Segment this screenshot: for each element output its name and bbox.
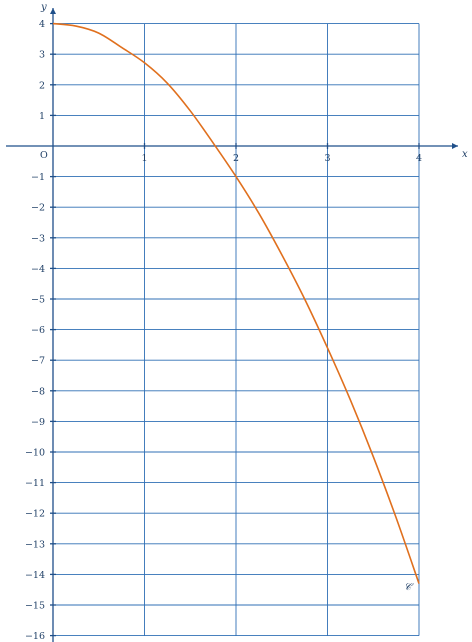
y-tick-label: −2	[31, 203, 45, 214]
y-tick-label: −12	[25, 509, 45, 520]
x-tick-label: 4	[416, 153, 422, 164]
x-tick-label: 2	[233, 153, 239, 164]
y-tick-label: −1	[31, 172, 45, 183]
x-tick-label: 1	[141, 153, 147, 164]
ticks: 1 2 3 4 4 3 2 1 −1 −2 −3 −4 −5 −6 −7 −8 −9 −10 −11 −12 −13 −1…	[25, 19, 422, 642]
y-tick-label: −15	[25, 601, 45, 612]
x-tick-label: 3	[324, 153, 330, 164]
x-axis-arrow	[452, 143, 458, 149]
axes	[6, 8, 458, 642]
y-tick-label: −7	[31, 356, 45, 367]
y-tick-label: −10	[25, 448, 45, 459]
curve-layer	[52, 22, 420, 584]
y-tick-label: −5	[31, 295, 45, 306]
y-tick-label: −4	[31, 264, 45, 275]
y-tick-label: −14	[25, 570, 45, 581]
y-tick-label: −9	[31, 417, 45, 428]
y-axis-label: y	[40, 2, 47, 13]
y-tick-label: −11	[25, 478, 45, 489]
y-tick-label: 2	[39, 80, 45, 91]
curve-label: 𝒞	[404, 582, 414, 593]
y-axis-arrow	[50, 8, 56, 14]
y-tick-label: −16	[25, 631, 45, 642]
y-tick-label: 3	[39, 50, 45, 61]
y-tick-label: 1	[39, 111, 45, 122]
y-tick-label: −3	[31, 233, 45, 244]
y-tick-label: −13	[25, 539, 45, 550]
y-tick-label: 4	[39, 19, 45, 30]
y-tick-label: −6	[31, 325, 45, 336]
curve-line	[52, 22, 420, 584]
grid	[52, 23, 420, 637]
origin-label: O	[40, 150, 48, 161]
y-tick-label: −8	[31, 386, 45, 397]
x-axis-label: x	[462, 149, 468, 160]
